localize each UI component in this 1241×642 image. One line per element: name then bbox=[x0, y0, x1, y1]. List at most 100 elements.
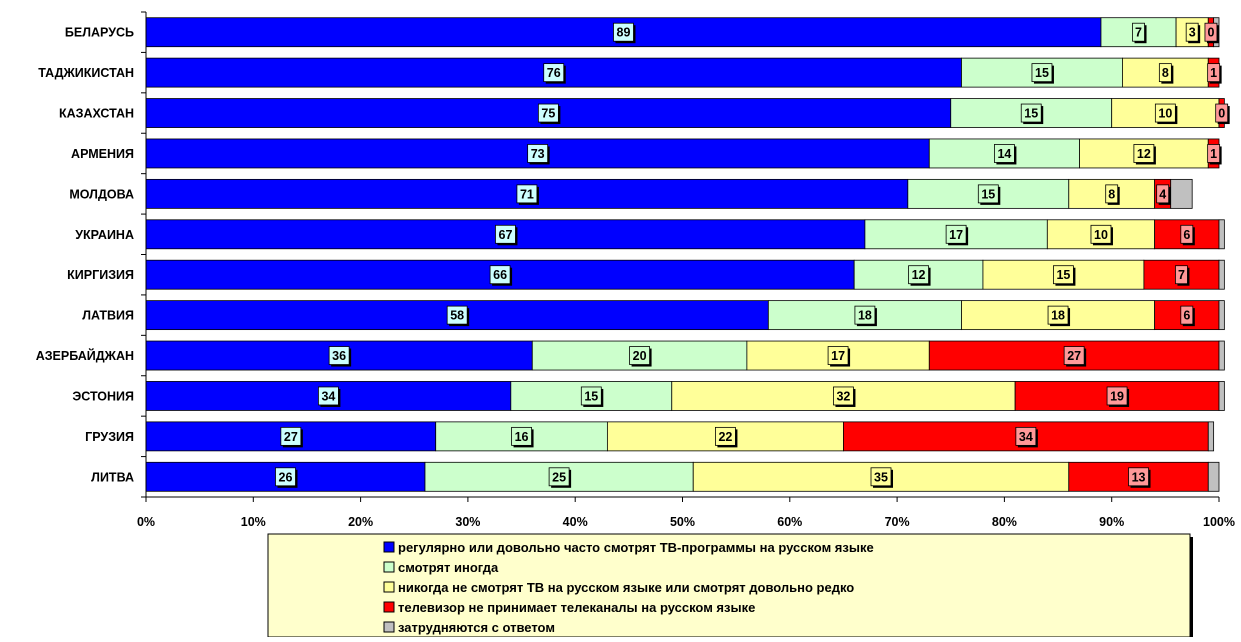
data-label: 73 bbox=[531, 147, 545, 161]
data-label-box bbox=[516, 184, 538, 204]
data-label-box bbox=[715, 426, 736, 446]
bar-segment bbox=[1207, 461, 1220, 492]
data-label-box bbox=[318, 386, 339, 406]
data-label: 8 bbox=[1162, 66, 1169, 80]
data-label-box bbox=[1215, 103, 1229, 123]
data-label: 15 bbox=[1056, 268, 1070, 282]
category-label: УКРАИНА bbox=[75, 228, 134, 242]
data-label: 58 bbox=[450, 309, 464, 323]
data-label: 8 bbox=[1108, 187, 1115, 201]
data-label: 20 bbox=[633, 349, 647, 363]
data-label: 36 bbox=[332, 349, 346, 363]
data-label: 3 bbox=[1189, 26, 1196, 40]
data-label-box bbox=[1204, 22, 1218, 42]
data-label: 12 bbox=[1137, 147, 1151, 161]
data-label-box bbox=[1180, 305, 1194, 325]
data-label: 35 bbox=[874, 470, 888, 484]
data-label: 4 bbox=[1159, 187, 1166, 201]
category-label: ЭСТОНИЯ bbox=[72, 389, 134, 403]
data-label-box bbox=[1063, 346, 1085, 365]
category-label: КИРГИЗИЯ bbox=[67, 268, 134, 282]
data-label-box bbox=[580, 386, 602, 406]
data-label: 1 bbox=[1210, 147, 1217, 161]
x-tick-label: 10% bbox=[241, 515, 266, 529]
x-tick-label: 90% bbox=[1099, 515, 1124, 529]
data-label: 75 bbox=[541, 107, 555, 121]
data-label: 34 bbox=[1019, 430, 1033, 444]
data-label: 6 bbox=[1183, 309, 1190, 323]
data-label: 17 bbox=[831, 349, 845, 363]
bar-segment bbox=[1218, 219, 1225, 250]
data-label-box bbox=[1207, 144, 1221, 163]
data-label-box bbox=[511, 426, 532, 446]
data-label: 17 bbox=[949, 228, 963, 242]
data-label-box bbox=[527, 144, 549, 163]
data-label-box bbox=[1106, 386, 1128, 406]
data-label-box bbox=[1133, 144, 1155, 163]
data-label: 14 bbox=[997, 147, 1011, 161]
data-label-box bbox=[275, 467, 296, 487]
legend-swatch bbox=[383, 621, 395, 633]
data-label-box bbox=[945, 224, 967, 244]
x-tick-label: 100% bbox=[1203, 515, 1235, 529]
data-label: 7 bbox=[1135, 26, 1142, 40]
data-label-box bbox=[1156, 184, 1170, 204]
data-label-box bbox=[1047, 305, 1069, 325]
data-label-box bbox=[977, 184, 999, 204]
data-label: 0 bbox=[1207, 26, 1214, 40]
legend-label: затрудняются с ответом bbox=[398, 620, 555, 635]
bar-segment bbox=[1218, 300, 1225, 331]
data-label: 13 bbox=[1132, 470, 1146, 484]
data-label: 0 bbox=[1218, 107, 1225, 121]
data-label: 25 bbox=[552, 470, 566, 484]
data-label: 6 bbox=[1183, 228, 1190, 242]
data-label-box bbox=[1207, 63, 1221, 83]
data-label-box bbox=[1031, 63, 1053, 83]
data-label: 15 bbox=[981, 187, 995, 201]
bar-segment bbox=[1218, 340, 1225, 371]
data-label-box bbox=[446, 305, 468, 325]
data-label: 10 bbox=[1094, 228, 1108, 242]
legend-label: никогда не смотрят ТВ на русском языке и… bbox=[398, 580, 854, 595]
data-label-box bbox=[908, 265, 929, 285]
category-labels-layer: БЕЛАРУСЬ ТАДЖИКИСТАН КАЗАХСТАН АРМЕНИЯ МОЛДО… bbox=[36, 26, 134, 485]
data-label: 15 bbox=[1035, 66, 1049, 80]
legend-box bbox=[267, 533, 1191, 638]
category-label: БЕЛАРУСЬ bbox=[65, 26, 134, 40]
x-tick-label: 70% bbox=[885, 515, 910, 529]
data-label: 18 bbox=[858, 309, 872, 323]
data-label: 12 bbox=[912, 268, 926, 282]
data-label: 71 bbox=[520, 187, 534, 201]
data-label: 34 bbox=[321, 389, 335, 403]
category-label: ТАДЖИКИСТАН bbox=[38, 66, 134, 80]
data-label-box bbox=[613, 22, 634, 42]
data-label: 15 bbox=[584, 389, 598, 403]
data-label-box bbox=[1132, 22, 1145, 42]
x-tick-label: 30% bbox=[455, 515, 480, 529]
data-label-box bbox=[1105, 184, 1119, 204]
data-label-box bbox=[994, 144, 1015, 163]
legend-swatch bbox=[383, 601, 395, 613]
data-label: 19 bbox=[1110, 389, 1124, 403]
data-label-box bbox=[854, 305, 876, 325]
bar-segment bbox=[1218, 259, 1225, 290]
data-label-box bbox=[1185, 22, 1199, 42]
bar-segment bbox=[1218, 381, 1225, 411]
data-label-box bbox=[1158, 63, 1172, 83]
data-label: 67 bbox=[499, 228, 513, 242]
data-label-box bbox=[827, 346, 849, 365]
data-label-box bbox=[548, 467, 570, 487]
category-label: АЗЕРБАЙДЖАН bbox=[36, 348, 134, 363]
category-label: ГРУЗИЯ bbox=[85, 430, 134, 444]
data-label-box bbox=[629, 346, 650, 365]
data-label-box bbox=[1015, 426, 1037, 446]
data-label: 66 bbox=[493, 268, 507, 282]
data-label-box bbox=[1020, 103, 1042, 123]
data-label: 1 bbox=[1210, 66, 1217, 80]
data-label-box bbox=[1175, 265, 1188, 285]
x-tick-label: 60% bbox=[777, 515, 802, 529]
data-label-box bbox=[1154, 103, 1176, 123]
legend-label: смотрят иногда bbox=[398, 560, 499, 575]
category-label: ЛИТВА bbox=[91, 470, 134, 484]
